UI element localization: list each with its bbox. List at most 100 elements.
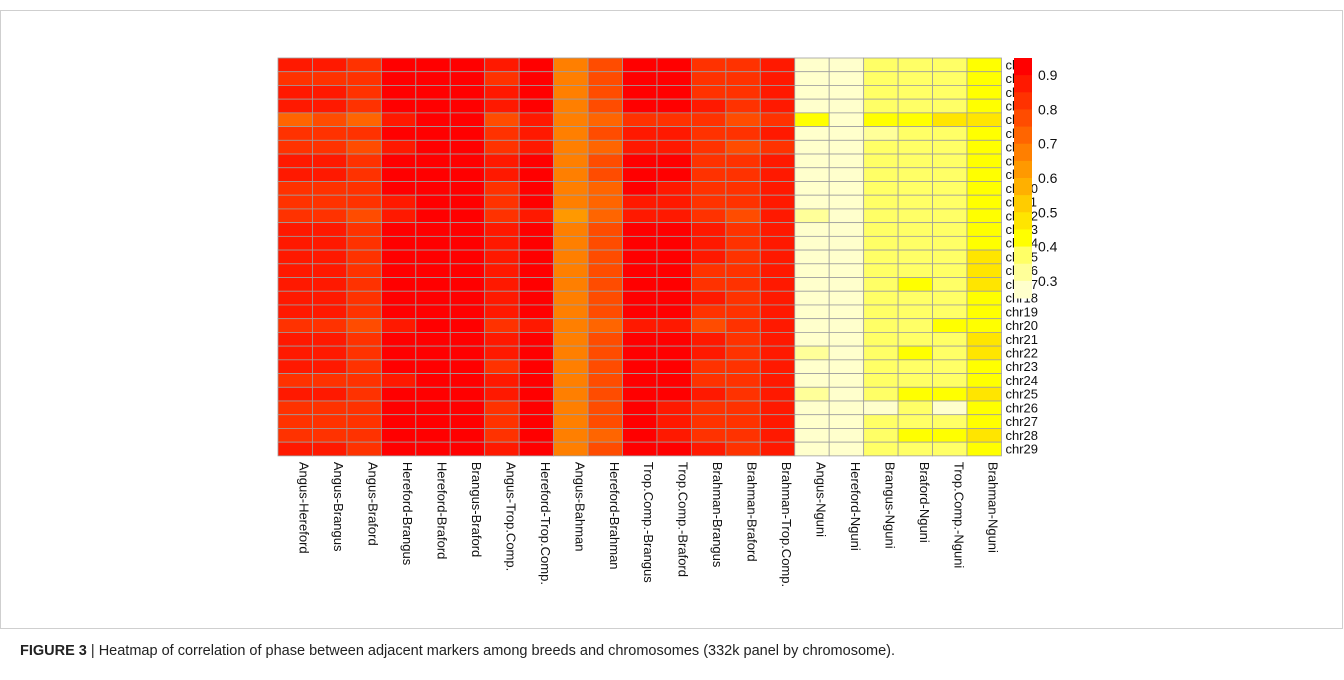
- heatmap-cell: [828, 263, 865, 278]
- heatmap-cell: [587, 318, 623, 333]
- heatmap-cell: [656, 290, 692, 306]
- heatmap-cell: [622, 304, 658, 320]
- heatmap-cell: [312, 428, 348, 443]
- heatmap-cell: [518, 249, 555, 265]
- heatmap-cell: [966, 414, 1002, 429]
- heatmap-cell: [380, 57, 417, 73]
- heatmap-cell: [863, 85, 899, 100]
- heatmap-cell: [863, 290, 899, 306]
- legend-swatch: [1014, 126, 1032, 145]
- heatmap-cell: [622, 126, 658, 141]
- heatmap-cell: [518, 263, 555, 278]
- heatmap-cell: [863, 263, 899, 278]
- heatmap-cell: [656, 57, 692, 73]
- heatmap-cell: [656, 345, 692, 361]
- heatmap-cell: [828, 194, 865, 210]
- heatmap-cell: [277, 290, 313, 306]
- heatmap-cell: [828, 222, 865, 237]
- heatmap-cell: [277, 153, 313, 169]
- row-label: chr24: [1005, 373, 1038, 388]
- heatmap-cell: [656, 126, 692, 141]
- heatmap-cell: [415, 414, 451, 429]
- heatmap-cell: [794, 153, 830, 169]
- heatmap-cell: [759, 277, 796, 292]
- heatmap-cell: [725, 153, 761, 169]
- heatmap-cell: [346, 414, 382, 429]
- heatmap-cell: [449, 345, 486, 361]
- heatmap-cell: [863, 139, 899, 155]
- heatmap-cell: [415, 277, 451, 292]
- heatmap-cell: [966, 57, 1002, 73]
- column-label: Angus-Hereford: [297, 462, 312, 554]
- column-label: Hereford-Brahman: [607, 462, 622, 570]
- heatmap-cell: [277, 359, 313, 374]
- heatmap-cell: [897, 428, 933, 443]
- heatmap-cell: [449, 428, 486, 443]
- heatmap-cell: [932, 181, 968, 196]
- heatmap-cell: [622, 414, 658, 429]
- heatmap-cell: [932, 386, 968, 402]
- heatmap-cell: [622, 263, 658, 278]
- heatmap-cell: [794, 194, 830, 210]
- column-label: Hereford-Braford: [435, 462, 450, 560]
- heatmap-cell: [380, 263, 417, 278]
- heatmap-cell: [932, 139, 968, 155]
- heatmap-cell: [380, 428, 417, 443]
- heatmap-cell: [277, 249, 313, 265]
- heatmap-cell: [863, 331, 899, 347]
- heatmap-cell: [828, 318, 865, 333]
- heatmap-cell: [966, 263, 1002, 278]
- heatmap-cell: [759, 304, 796, 320]
- heatmap-cell: [553, 359, 589, 374]
- heatmap-cell: [346, 139, 382, 155]
- heatmap-cell: [863, 400, 899, 416]
- heatmap-cell: [897, 181, 933, 196]
- heatmap-cell: [518, 222, 555, 237]
- heatmap-cell: [863, 222, 899, 237]
- heatmap-cell: [518, 167, 555, 182]
- heatmap-cell: [518, 359, 555, 374]
- heatmap-cell: [415, 153, 451, 169]
- heatmap-cell: [277, 112, 313, 127]
- row-label: chr20: [1005, 318, 1038, 333]
- heatmap-cell: [312, 208, 348, 224]
- heatmap-cell: [691, 112, 727, 127]
- heatmap-cell: [932, 290, 968, 306]
- heatmap-cell: [553, 208, 589, 224]
- heatmap-cell: [346, 373, 382, 388]
- heatmap-cell: [553, 263, 589, 278]
- heatmap-cell: [691, 57, 727, 73]
- heatmap-cell: [312, 345, 348, 361]
- heatmap-cell: [587, 428, 623, 443]
- heatmap-cell: [449, 249, 486, 265]
- heatmap-cell: [587, 126, 623, 141]
- legend-swatch: [1014, 58, 1032, 76]
- heatmap-cell: [759, 290, 796, 306]
- row-label: chr22: [1005, 345, 1038, 360]
- heatmap-cell: [691, 277, 727, 292]
- heatmap-cell: [415, 373, 451, 388]
- heatmap-cell: [656, 139, 692, 155]
- heatmap-cell: [932, 428, 968, 443]
- heatmap-cell: [622, 139, 658, 155]
- heatmap-cell: [725, 290, 761, 306]
- heatmap-cell: [553, 400, 589, 416]
- heatmap-cell: [691, 414, 727, 429]
- heatmap-cell: [828, 153, 865, 169]
- row-label: chr19: [1005, 304, 1038, 319]
- heatmap-cell: [932, 318, 968, 333]
- heatmap-cell: [725, 85, 761, 100]
- heatmap-cell: [691, 373, 727, 388]
- column-label: Trop.Comp.-Brangus: [641, 462, 656, 583]
- heatmap-cell: [553, 331, 589, 347]
- heatmap-cell: [587, 194, 623, 210]
- heatmap-cell: [553, 277, 589, 292]
- legend-tick-label: 0.4: [1038, 239, 1058, 255]
- heatmap-cell: [449, 277, 486, 292]
- heatmap-cell: [656, 263, 692, 278]
- heatmap-cell: [553, 112, 589, 127]
- heatmap-cell: [415, 194, 451, 210]
- legend-swatch: [1014, 195, 1032, 213]
- heatmap-cell: [794, 98, 830, 114]
- heatmap-cell: [415, 235, 451, 251]
